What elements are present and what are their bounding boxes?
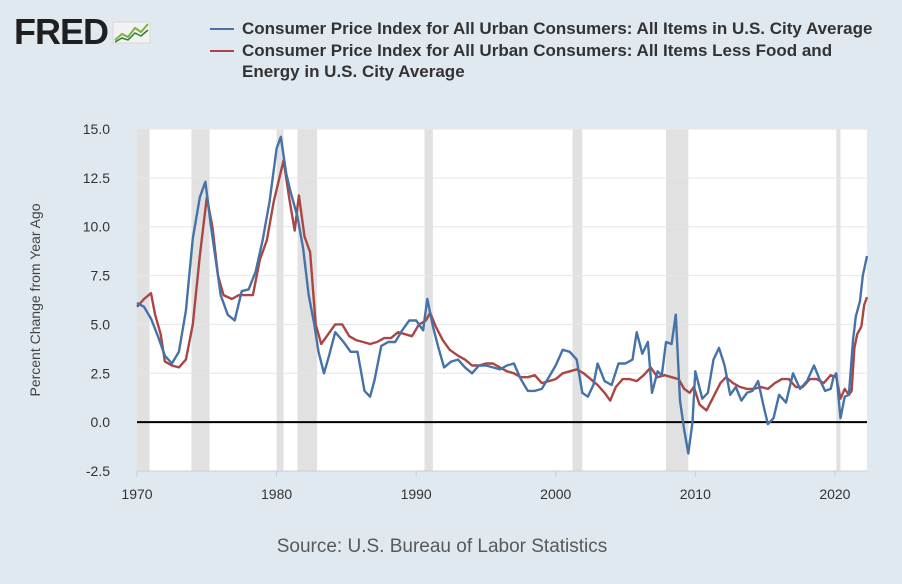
- recession-band-2: [276, 129, 284, 471]
- y-tick-label-2: 2.5: [91, 365, 111, 381]
- legend-label-cpi-all: Consumer Price Index for All Urban Consu…: [242, 19, 873, 38]
- x-tick-label-4: 2010: [680, 486, 711, 502]
- recession-band-7: [836, 129, 841, 471]
- fred-logo[interactable]: FRED: [14, 14, 152, 50]
- x-tick-label-2: 1990: [401, 486, 432, 502]
- series-cpi-all-items: [136, 135, 869, 455]
- legend: Consumer Price Index for All Urban Consu…: [210, 18, 890, 83]
- x-tick-label-5: 2020: [819, 486, 850, 502]
- y-tick-label-4: 7.5: [91, 268, 111, 284]
- y-tick-label-5: 10.0: [83, 219, 110, 235]
- plot-area: [137, 129, 867, 471]
- legend-label-cpi-core: Consumer Price Index for All Urban Consu…: [242, 41, 833, 81]
- x-tick-label-3: 2000: [540, 486, 571, 502]
- y-tick-label-7: 15.0: [83, 121, 110, 137]
- logo-text: FRED: [14, 11, 109, 52]
- recession-band-5: [572, 129, 583, 471]
- x-tick-label-1: 1980: [261, 486, 292, 502]
- y-tick-label-1: 0.0: [91, 414, 111, 430]
- series-cpi-core: [136, 159, 869, 412]
- y-tick-label-3: 5.0: [91, 316, 111, 332]
- legend-swatch-cpi-core: [210, 50, 234, 52]
- legend-item-cpi-all[interactable]: Consumer Price Index for All Urban Consu…: [210, 18, 890, 39]
- legend-item-cpi-core[interactable]: Consumer Price Index for All Urban Consu…: [210, 40, 890, 82]
- legend-swatch-cpi-all: [210, 28, 234, 30]
- y-axis-title: Percent Change from Year Ago: [27, 203, 43, 396]
- y-tick-label-6: 12.5: [83, 170, 110, 186]
- source-note: Source: U.S. Bureau of Labor Statistics: [276, 536, 608, 557]
- line-chart-icon: [112, 19, 152, 50]
- x-tick-label-0: 1970: [121, 486, 152, 502]
- y-tick-label-0: -2.5: [86, 463, 110, 479]
- recession-band-6: [666, 129, 689, 471]
